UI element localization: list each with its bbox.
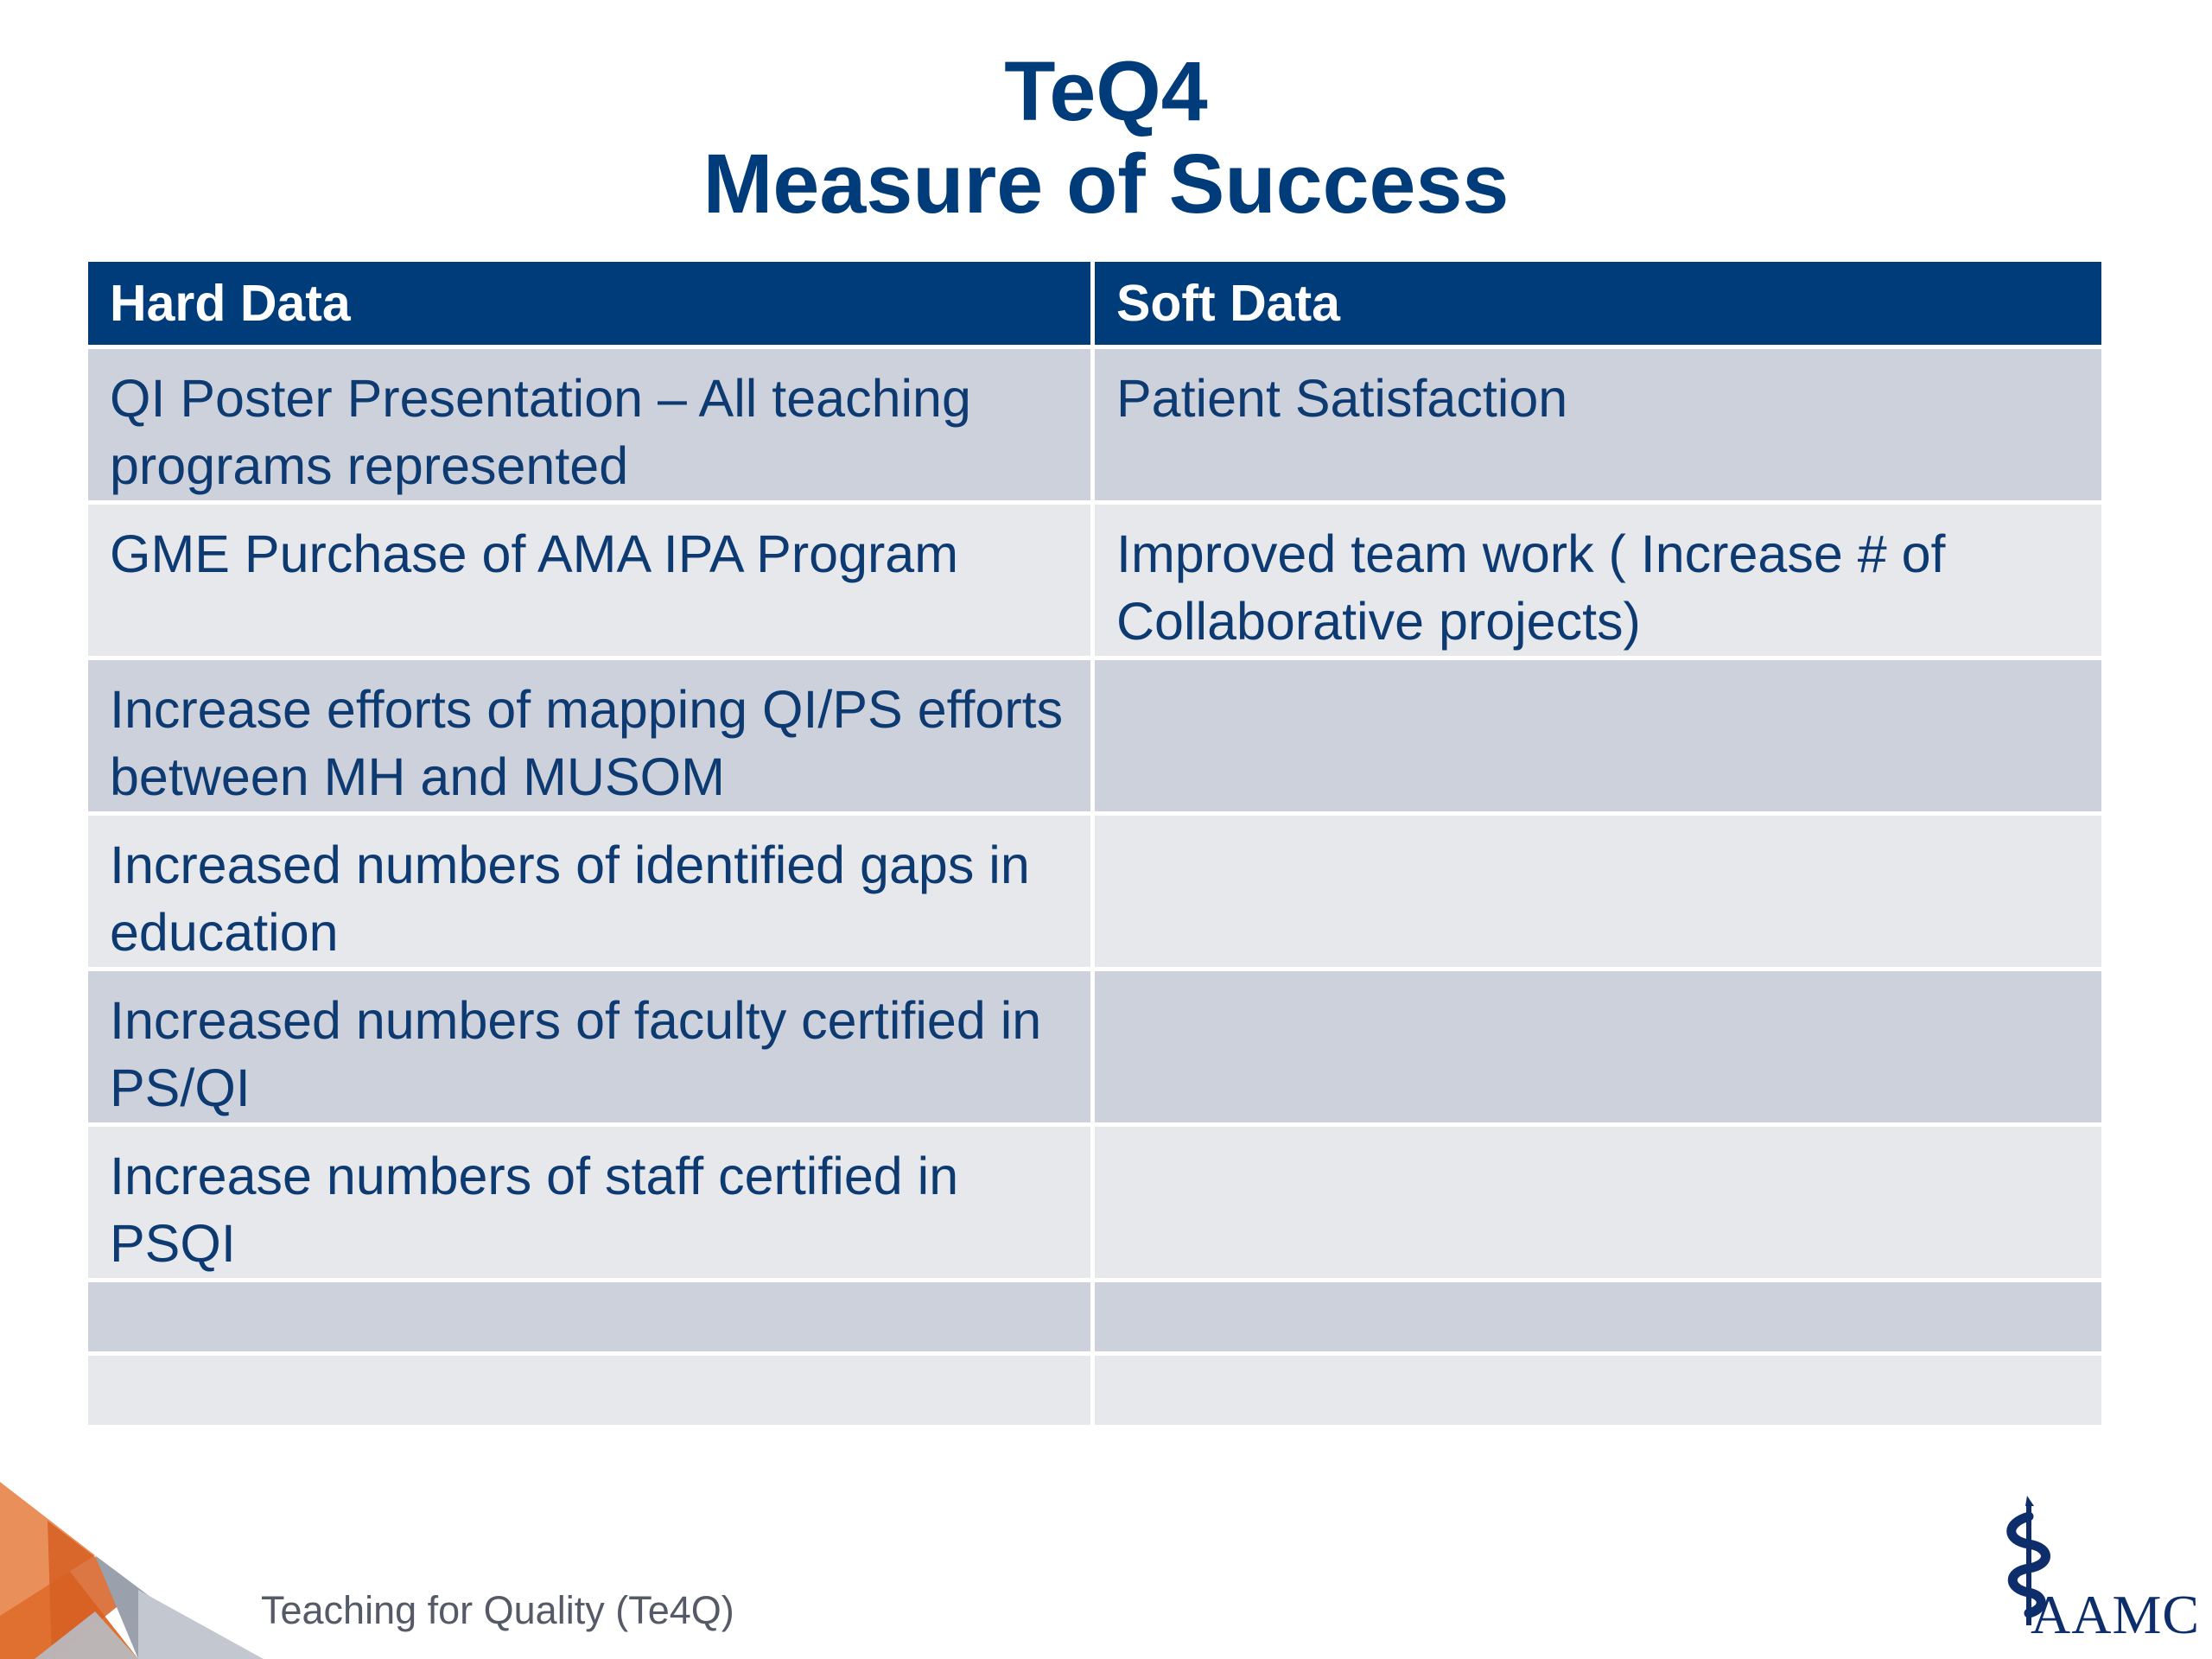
corner-triangles-decoration xyxy=(0,1482,264,1659)
soft-data-cell xyxy=(1095,971,2101,1122)
soft-data-cell xyxy=(1095,1127,2101,1278)
hard-data-cell: Increase efforts of mapping QI/PS effort… xyxy=(88,660,1090,811)
title-line-2: Measure of Success xyxy=(702,137,1510,231)
hard-data-cell xyxy=(88,1356,1090,1425)
table-row: Increase efforts of mapping QI/PS effort… xyxy=(88,660,2101,811)
table-row: Increase numbers of staff certified in P… xyxy=(88,1127,2101,1278)
aamc-staff-of-asclepius-icon xyxy=(2006,1496,2050,1625)
table-header-row: Hard Data Soft Data xyxy=(88,262,2101,345)
header-soft-data: Soft Data xyxy=(1095,262,2101,345)
hard-data-cell: Increase numbers of staff certified in P… xyxy=(88,1127,1090,1278)
table-row: Increased numbers of faculty certified i… xyxy=(88,971,2101,1122)
hard-data-cell: Increased numbers of identified gaps in … xyxy=(88,816,1090,967)
soft-data-cell xyxy=(1095,816,2101,967)
hard-data-cell xyxy=(88,1282,1090,1351)
header-hard-data: Hard Data xyxy=(88,262,1090,345)
hard-data-cell: QI Poster Presentation – All teaching pr… xyxy=(88,349,1090,500)
table-row: QI Poster Presentation – All teaching pr… xyxy=(88,349,2101,500)
title-line-1: TeQ4 xyxy=(1004,44,1208,138)
measures-table: Hard Data Soft Data QI Poster Presentati… xyxy=(84,257,2106,1429)
soft-data-cell: Improved team work ( Increase # of Colla… xyxy=(1095,505,2101,656)
soft-data-cell xyxy=(1095,1282,2101,1351)
hard-data-cell: GME Purchase of AMA IPA Program xyxy=(88,505,1090,656)
table-row xyxy=(88,1356,2101,1425)
slide-title: TeQ4 Measure of Success xyxy=(0,45,2212,230)
soft-data-cell: Patient Satisfaction xyxy=(1095,349,2101,500)
hard-data-cell: Increased numbers of faculty certified i… xyxy=(88,971,1090,1122)
footer-program-name: Teaching for Quality (Te4Q) xyxy=(261,1588,734,1632)
soft-data-cell xyxy=(1095,1356,2101,1425)
table-row: Increased numbers of identified gaps in … xyxy=(88,816,2101,967)
table-row: GME Purchase of AMA IPA Program Improved… xyxy=(88,505,2101,656)
table-row xyxy=(88,1282,2101,1351)
aamc-logo-text: AAMC xyxy=(2031,1584,2201,1645)
soft-data-cell xyxy=(1095,660,2101,811)
